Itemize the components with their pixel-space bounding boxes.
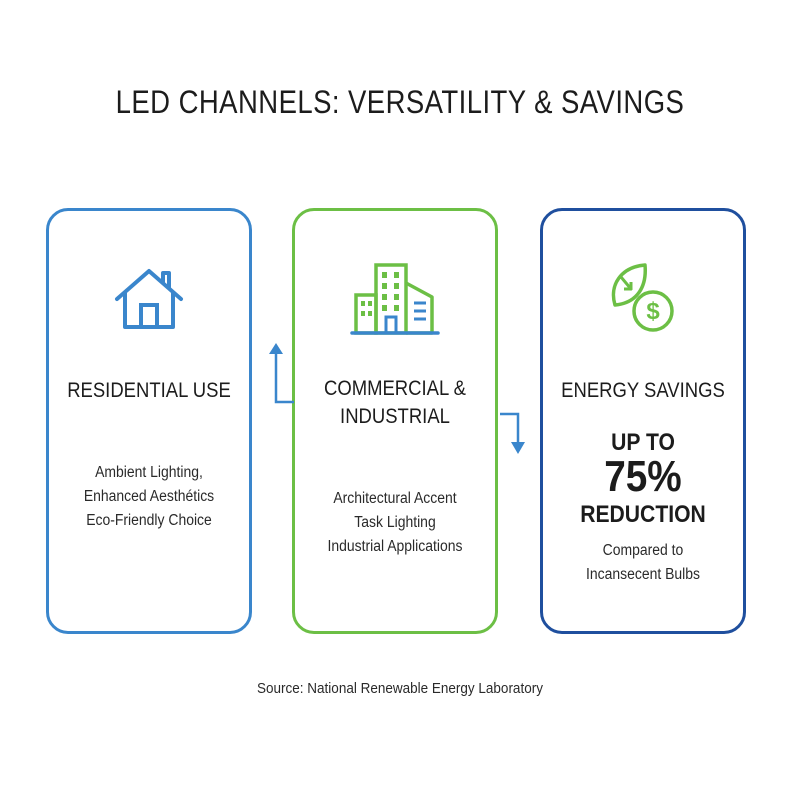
energy-line-1: Compared to: [602, 542, 684, 559]
source-note: Source: National Renewable Energy Labora…: [257, 680, 543, 697]
commercial-card: COMMERCIAL & INDUSTRIAL Architectural Ac…: [292, 208, 498, 634]
down-arrow-connector: [500, 412, 525, 454]
residential-card: RESIDENTIAL USE Ambient Lighting, Enhanc…: [46, 208, 252, 634]
residential-line-2: Enhanced Aesthétics: [83, 488, 215, 505]
up-arrow-connector: [269, 343, 294, 404]
page-title: LED CHANNELS: VERSATILITY & SAVINGS: [115, 84, 685, 120]
commercial-line-2: Task Lighting: [354, 514, 436, 531]
leaf-dollar-icon: $: [543, 261, 743, 337]
commercial-heading-line-1: COMMERCIAL &: [323, 377, 467, 400]
residential-heading: RESIDENTIAL USE: [67, 379, 231, 402]
residential-line-1: Ambient Lighting,: [95, 464, 203, 481]
residential-description: Ambient Lighting, Enhanced Aesthétics Ec…: [59, 461, 239, 533]
svg-text:$: $: [646, 298, 660, 325]
commercial-heading: COMMERCIAL & INDUSTRIAL: [307, 375, 483, 431]
energy-description: Compared to Incansecent Bulbs: [553, 539, 733, 587]
energy-line-2: Incansecent Bulbs: [585, 566, 700, 583]
stat-prefix: UP TO: [611, 429, 675, 456]
commercial-description: Architectural Accent Task Lighting Indus…: [305, 487, 485, 559]
buildings-icon: [295, 259, 495, 337]
commercial-line-3: Industrial Applications: [327, 538, 463, 555]
house-icon: [49, 263, 249, 333]
stat-value: 75%: [604, 452, 682, 501]
stat-suffix: REDUCTION: [580, 501, 706, 528]
energy-card: $ ENERGY SAVINGS UP TO 75% REDUCTION Com…: [540, 208, 746, 634]
commercial-line-1: Architectural Accent: [333, 490, 457, 507]
commercial-heading-line-2: INDUSTRIAL: [340, 405, 450, 428]
residential-line-3: Eco-Friendly Choice: [86, 512, 212, 529]
energy-heading: ENERGY SAVINGS: [561, 379, 725, 402]
